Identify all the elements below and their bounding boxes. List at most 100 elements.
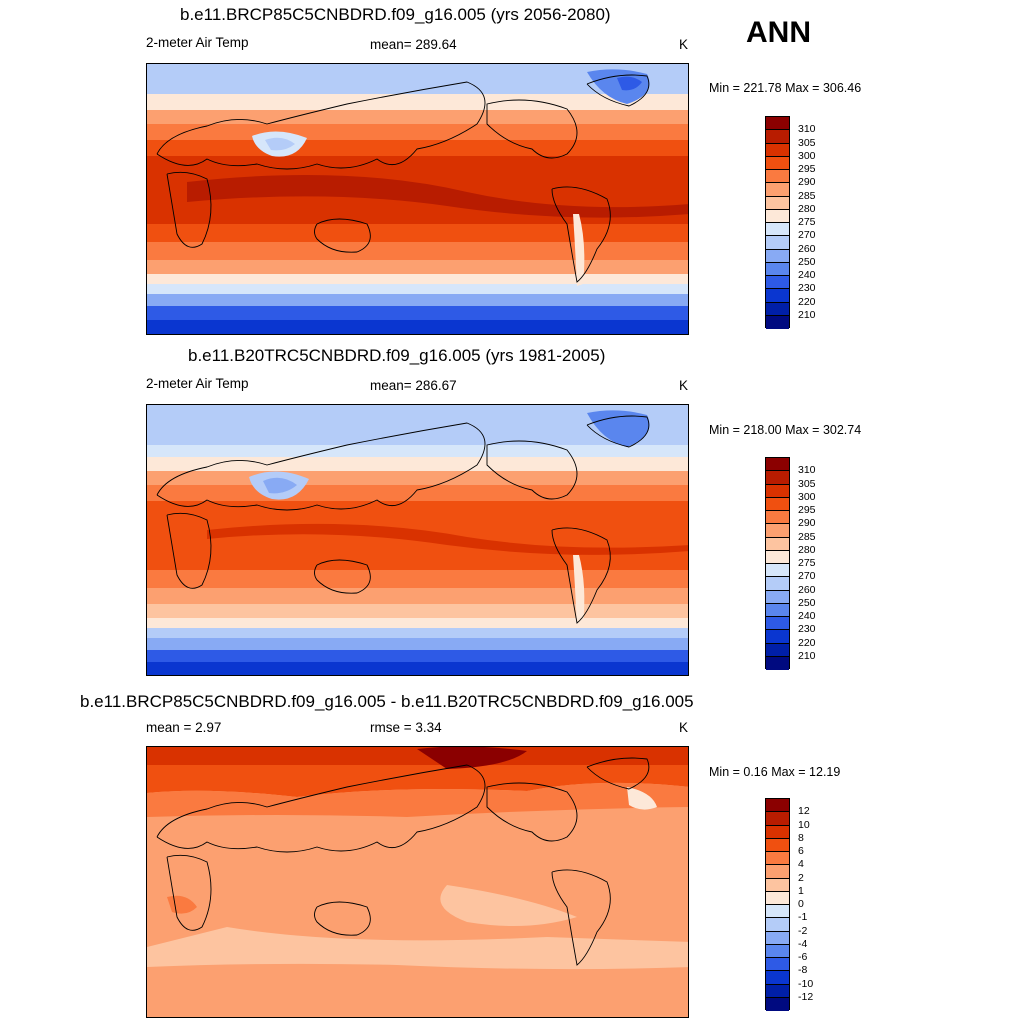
colorbar-tick-label: -8 xyxy=(798,964,808,977)
panel1-units-label: K xyxy=(679,37,689,52)
colorbar-swatch xyxy=(766,656,789,670)
colorbar-swatch xyxy=(766,905,789,919)
colorbar-swatch xyxy=(766,537,789,551)
colorbar-swatch xyxy=(766,984,789,998)
colorbar-swatch xyxy=(766,825,789,839)
colorbar-tick-label: 280 xyxy=(798,543,816,556)
panel2-title: b.e11.B20TRC5CNBDRD.f09_g16.005 (yrs 198… xyxy=(188,346,606,365)
colorbar-swatch xyxy=(766,524,789,538)
colorbar-swatch xyxy=(766,117,789,131)
colorbar-swatch xyxy=(766,196,789,210)
colorbar-tick-label: 285 xyxy=(798,189,816,202)
panel2-variable-label: 2-meter Air Temp xyxy=(146,376,249,391)
colorbar-swatch xyxy=(766,891,789,905)
colorbar-swatch xyxy=(766,289,789,303)
panel1-minmax: Min = 221.78 Max = 306.46 xyxy=(709,81,862,95)
colorbar-swatch xyxy=(766,799,789,813)
colorbar-tick-label: 220 xyxy=(798,636,816,649)
colorbar-swatch xyxy=(766,878,789,892)
colorbar-swatch xyxy=(766,262,789,276)
panel1-title: b.e11.BRCP85C5CNBDRD.f09_g16.005 (yrs 20… xyxy=(180,5,611,24)
colorbar-tick-label: 1 xyxy=(798,884,804,897)
panel1-temperature-map xyxy=(146,63,689,335)
panel2-temperature-map xyxy=(146,404,689,676)
panel3-colorbar xyxy=(765,798,790,1011)
colorbar-tick-label: 250 xyxy=(798,596,816,609)
colorbar-tick-label: 270 xyxy=(798,229,816,242)
colorbar-swatch xyxy=(766,249,789,263)
colorbar-tick-label: -12 xyxy=(798,990,814,1003)
colorbar-swatch xyxy=(766,918,789,932)
colorbar-swatch xyxy=(766,315,789,329)
colorbar-swatch xyxy=(766,630,789,644)
colorbar-tick-label: -2 xyxy=(798,924,808,937)
colorbar-tick-label: 305 xyxy=(798,477,816,490)
colorbar-tick-label: 295 xyxy=(798,504,816,516)
colorbar-tick-label: 8 xyxy=(798,831,804,844)
colorbar-tick-label: 270 xyxy=(798,570,816,583)
colorbar-tick-label: 230 xyxy=(798,623,816,636)
colorbar-swatch xyxy=(766,209,789,223)
panel3-difference-map xyxy=(146,746,689,1018)
colorbar-tick-label: 220 xyxy=(798,295,816,308)
colorbar-tick-label: 275 xyxy=(798,557,816,569)
colorbar-swatch xyxy=(766,931,789,945)
colorbar-tick-label: 4 xyxy=(798,858,804,871)
colorbar-tick-label: 285 xyxy=(798,530,816,543)
colorbar-swatch xyxy=(766,852,789,866)
colorbar-tick-label: 260 xyxy=(798,583,816,596)
colorbar-tick-label: 290 xyxy=(798,176,816,189)
colorbar-tick-label: 10 xyxy=(798,818,810,831)
panel3-title: b.e11.BRCP85C5CNBDRD.f09_g16.005 - b.e11… xyxy=(80,692,694,711)
panel1-variable-label: 2-meter Air Temp xyxy=(146,35,249,50)
colorbar-tick-label: 310 xyxy=(798,123,816,136)
colorbar-swatch xyxy=(766,183,789,197)
colorbar-swatch xyxy=(766,223,789,237)
colorbar-tick-label: 6 xyxy=(798,845,804,857)
panel3-mean-label: mean = 2.97 xyxy=(146,720,222,735)
colorbar-tick-label: -6 xyxy=(798,951,808,963)
colorbar-swatch xyxy=(766,471,789,485)
colorbar-swatch xyxy=(766,603,789,617)
colorbar-swatch xyxy=(766,958,789,972)
colorbar-tick-label: 240 xyxy=(798,269,816,281)
panel2-mean-label: mean= 286.67 xyxy=(370,378,457,393)
colorbar-swatch xyxy=(766,130,789,144)
colorbar-swatch xyxy=(766,550,789,564)
colorbar-swatch xyxy=(766,236,789,250)
colorbar-tick-label: 305 xyxy=(798,136,816,149)
colorbar-swatch xyxy=(766,143,789,157)
colorbar-tick-label: 250 xyxy=(798,255,816,268)
colorbar-swatch xyxy=(766,617,789,631)
colorbar-swatch xyxy=(766,458,789,472)
colorbar-tick-label: 230 xyxy=(798,282,816,295)
colorbar-tick-label: -10 xyxy=(798,977,814,990)
panel1-mean-label: mean= 289.64 xyxy=(370,37,457,52)
colorbar-swatch xyxy=(766,997,789,1011)
panel1-colorbar xyxy=(765,116,790,329)
colorbar-swatch xyxy=(766,276,789,290)
colorbar-swatch xyxy=(766,511,789,525)
colorbar-swatch xyxy=(766,156,789,170)
colorbar-tick-label: 310 xyxy=(798,464,816,477)
colorbar-tick-label: 300 xyxy=(798,149,816,162)
colorbar-tick-label: 300 xyxy=(798,490,816,503)
colorbar-swatch xyxy=(766,838,789,852)
panel3-rmse-label: rmse = 3.34 xyxy=(370,720,442,735)
colorbar-swatch xyxy=(766,170,789,184)
colorbar-swatch xyxy=(766,643,789,657)
colorbar-swatch xyxy=(766,812,789,826)
colorbar-tick-label: 260 xyxy=(798,242,816,255)
panel3-minmax: Min = 0.16 Max = 12.19 xyxy=(709,765,841,779)
colorbar-tick-label: 12 xyxy=(798,805,810,818)
colorbar-tick-label: -1 xyxy=(798,911,808,924)
colorbar-swatch xyxy=(766,564,789,578)
season-label: ANN xyxy=(746,16,811,49)
colorbar-tick-label: 280 xyxy=(798,202,816,215)
colorbar-swatch xyxy=(766,944,789,958)
colorbar-swatch xyxy=(766,865,789,879)
colorbar-tick-label: -4 xyxy=(798,937,808,950)
colorbar-tick-label: 210 xyxy=(798,308,816,321)
panel2-minmax: Min = 218.00 Max = 302.74 xyxy=(709,423,862,437)
colorbar-tick-label: 0 xyxy=(798,898,804,910)
